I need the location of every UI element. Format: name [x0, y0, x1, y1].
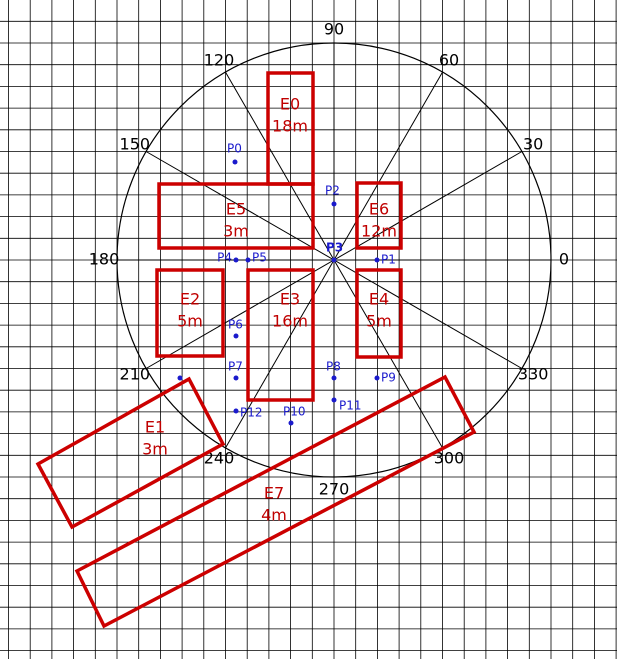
- element-box: [355, 181, 403, 250]
- point: [331, 201, 337, 207]
- point-label: P3: [326, 241, 343, 255]
- points: P0 P1 P2 P3 P4 P5 P6 P7 P8 P9 P10 P11 P12: [177, 142, 396, 426]
- element-length: 3m: [142, 440, 168, 459]
- angle-label: 210: [120, 365, 151, 384]
- point-label: P5: [252, 251, 267, 265]
- point-label: P11: [339, 399, 362, 413]
- angle-label: 270: [319, 480, 350, 499]
- element-box: [35, 376, 226, 530]
- point: [233, 333, 239, 339]
- angle-label: 30: [523, 135, 543, 154]
- element-length: 3m: [223, 222, 249, 241]
- point: [374, 257, 380, 263]
- element-name: E2: [180, 290, 200, 309]
- point: [233, 375, 239, 381]
- point: [232, 159, 238, 165]
- element-name: E3: [280, 290, 300, 309]
- element-name: E6: [369, 200, 389, 219]
- angle-label: 330: [518, 365, 549, 384]
- angle-label: 90: [324, 20, 344, 39]
- point: [331, 257, 337, 263]
- point-label: P6: [228, 318, 243, 332]
- point-label: P7: [228, 360, 243, 374]
- element-box: [246, 268, 315, 402]
- point-label: P8: [326, 360, 341, 374]
- angle-label: 120: [204, 50, 235, 69]
- point: [233, 257, 239, 263]
- angle-label: 240: [204, 449, 235, 468]
- element-name: E7: [264, 484, 284, 503]
- point: [245, 257, 251, 263]
- element-name: E5: [226, 200, 246, 219]
- point-label: P4: [217, 251, 232, 265]
- point-label: P9: [381, 371, 396, 385]
- element-length: 12m: [361, 222, 397, 241]
- element-length: 5m: [177, 312, 203, 331]
- element-box: [155, 268, 225, 358]
- element-name: E1: [145, 418, 165, 437]
- point-label: P2: [325, 184, 340, 198]
- element-name: E0: [280, 95, 300, 114]
- point: [177, 375, 183, 381]
- angle-label: 60: [439, 50, 459, 69]
- point: [288, 420, 294, 426]
- point-label: P1: [381, 253, 396, 267]
- point-label: P0: [227, 142, 242, 156]
- point: [233, 408, 239, 414]
- point: [331, 375, 337, 381]
- element-box: [355, 268, 403, 359]
- element-length: 18m: [272, 117, 308, 136]
- element-length: 16m: [272, 312, 308, 331]
- point: [331, 397, 337, 403]
- element-name: E4: [369, 290, 389, 309]
- element-length: 5m: [366, 312, 392, 331]
- element-box: [157, 182, 315, 250]
- point-label: P10: [283, 405, 306, 419]
- angle-label: 150: [120, 135, 151, 154]
- angle-label: 0: [559, 250, 569, 269]
- point: [374, 375, 380, 381]
- element-box: [74, 374, 477, 629]
- angle-label: 180: [89, 250, 120, 269]
- elements: E0 18m E1 3m E2 5m E3 16m E4 5m E5 3m E6 12m E7 4m: [35, 71, 477, 629]
- point-label: P12: [240, 406, 263, 420]
- angle-label: 300: [434, 449, 465, 468]
- element-length: 4m: [261, 506, 287, 525]
